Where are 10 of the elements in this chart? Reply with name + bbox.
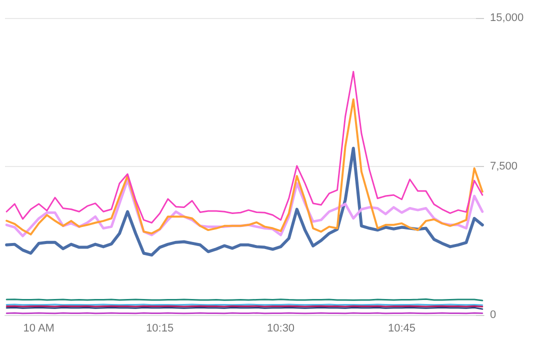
y-tick-label: 0: [490, 309, 496, 321]
line-series: [6, 70, 484, 224]
y-tick-label: 15,000: [490, 12, 524, 24]
x-tick-label: 10:15: [146, 322, 174, 334]
x-tick-label: 10:30: [267, 322, 295, 334]
y-tick-label: 7,500: [490, 160, 518, 172]
x-tick-label: 10 AM: [23, 322, 54, 334]
x-tick-label: 10:45: [388, 322, 416, 334]
line-series: [6, 98, 484, 236]
line-series: [5, 146, 484, 257]
